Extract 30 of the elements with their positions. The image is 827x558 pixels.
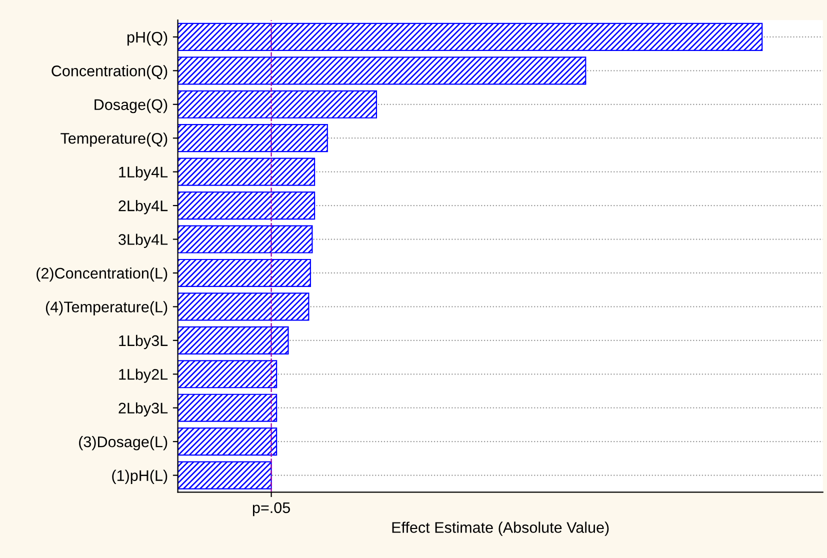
y-tick-label: Dosage(Q) (94, 98, 168, 114)
y-tick-label: 1Lby2L (119, 368, 168, 383)
ref-line-label: p=.05 (252, 502, 290, 516)
bar (178, 461, 272, 490)
bar (178, 394, 278, 422)
bar (178, 90, 378, 118)
bar (178, 158, 316, 186)
y-tick-label: 2Lby4L (118, 200, 168, 214)
y-tick-label: pH(Q) (127, 31, 168, 46)
bar (178, 56, 586, 85)
bar (178, 258, 311, 288)
bar (178, 326, 289, 354)
y-tick-label: Temperature(Q) (60, 132, 168, 147)
y-tick-label: 3Lby4L (118, 234, 168, 248)
y-tick-label: (3)Dosage(L) (79, 436, 168, 450)
y-tick-label: (4)Temperature(L) (46, 301, 168, 316)
bar (178, 225, 313, 254)
x-axis-title: Effect Estimate (Absolute Value) (392, 522, 609, 536)
y-tick-label: (2)Concentration(L) (36, 267, 168, 282)
y-tick-label: 1Lby3L (119, 334, 168, 350)
y-tick-label: 2Lby3L (118, 402, 168, 417)
bar (178, 360, 278, 388)
bar (178, 292, 310, 321)
bar (178, 192, 316, 220)
bar (178, 124, 328, 152)
y-tick-label: (1)pH(L) (112, 470, 168, 484)
bar (178, 22, 763, 51)
bar (178, 428, 278, 456)
y-tick-label: Concentration(Q) (52, 65, 168, 80)
y-tick-label: 1Lby4L (119, 166, 168, 181)
